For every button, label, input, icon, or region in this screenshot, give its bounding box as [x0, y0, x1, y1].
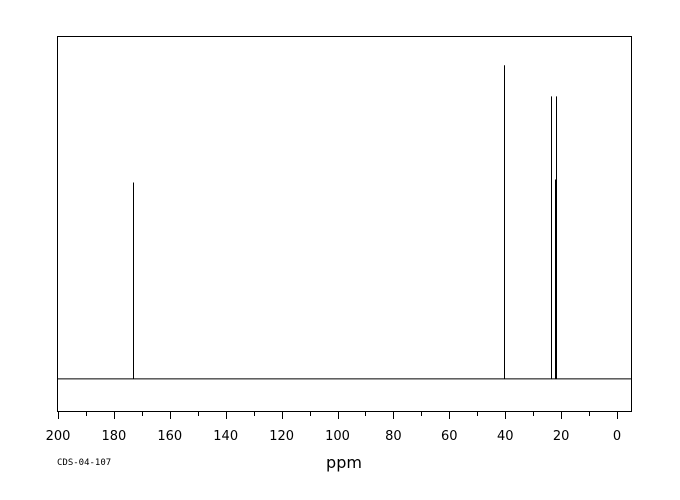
- peaks-layer: [133, 65, 557, 379]
- x-tick-label: 20: [553, 429, 570, 444]
- x-tick-label: 140: [213, 429, 238, 444]
- x-axis-title: ppm: [326, 453, 362, 472]
- x-axis-ticks: [58, 411, 618, 419]
- x-axis-tick-labels: 200 180 160 140 120 100 80 60 40 20 0: [46, 429, 622, 444]
- x-tick-label: 60: [441, 429, 458, 444]
- plot-frame: [57, 36, 632, 412]
- x-tick-label: 200: [46, 429, 71, 444]
- x-tick-label: 40: [497, 429, 514, 444]
- sample-id-label: CDS-04-107: [57, 458, 111, 468]
- x-tick-label: 160: [157, 429, 182, 444]
- x-tick-label: 120: [269, 429, 294, 444]
- x-tick-label: 0: [613, 429, 621, 444]
- x-tick-label: 180: [101, 429, 126, 444]
- x-tick-label: 100: [325, 429, 350, 444]
- x-tick-label: 80: [385, 429, 402, 444]
